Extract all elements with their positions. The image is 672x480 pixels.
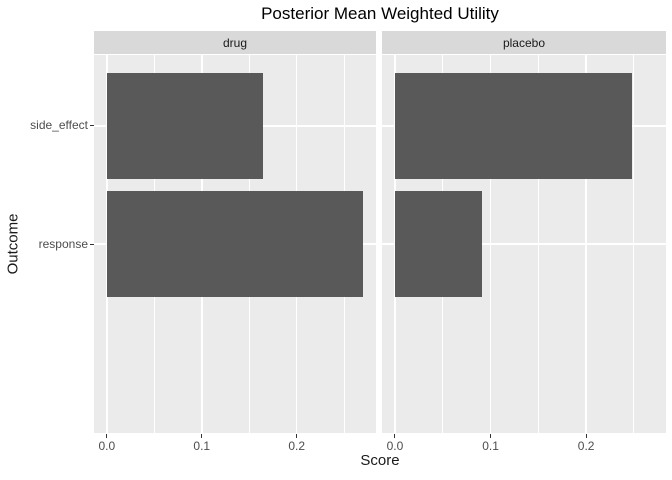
y-tick-mark	[90, 125, 94, 127]
facet-panel-drug	[94, 55, 376, 433]
x-tick-label: 0.2	[577, 439, 595, 453]
x-axis-title: Score	[360, 452, 400, 469]
x-tick-label: 0.0	[98, 439, 116, 453]
y-tick-label: side_effect	[30, 118, 88, 133]
y-tick-label: response	[38, 236, 88, 251]
x-tick-mark	[106, 434, 108, 438]
x-tick-mark	[201, 434, 203, 438]
x-tick-mark	[296, 434, 298, 438]
facet-panel-placebo	[382, 55, 666, 433]
bar-placebo-response	[394, 190, 482, 298]
x-tick-mark	[490, 434, 492, 438]
x-tick-label: 0.2	[288, 439, 306, 453]
bar-placebo-side_effect	[394, 72, 633, 180]
x-tick-mark	[585, 434, 587, 438]
gridline-major-horizontal	[382, 243, 666, 245]
chart-title: Posterior Mean Weighted Utility	[261, 4, 499, 23]
bar-drug-side_effect	[106, 72, 264, 180]
facet-strip-drug: drug	[94, 31, 376, 54]
x-tick-mark	[394, 434, 396, 438]
facet-strip-placebo: placebo	[382, 31, 666, 54]
x-tick-label: 0.1	[482, 439, 499, 453]
facet-strip-label: drug	[222, 35, 248, 50]
x-tick-label: 0.1	[193, 439, 211, 453]
y-tick-mark	[90, 243, 94, 245]
facet-strip-label: placebo	[502, 35, 546, 50]
x-tick-label: 0.0	[386, 439, 404, 453]
bar-drug-response	[106, 190, 364, 298]
